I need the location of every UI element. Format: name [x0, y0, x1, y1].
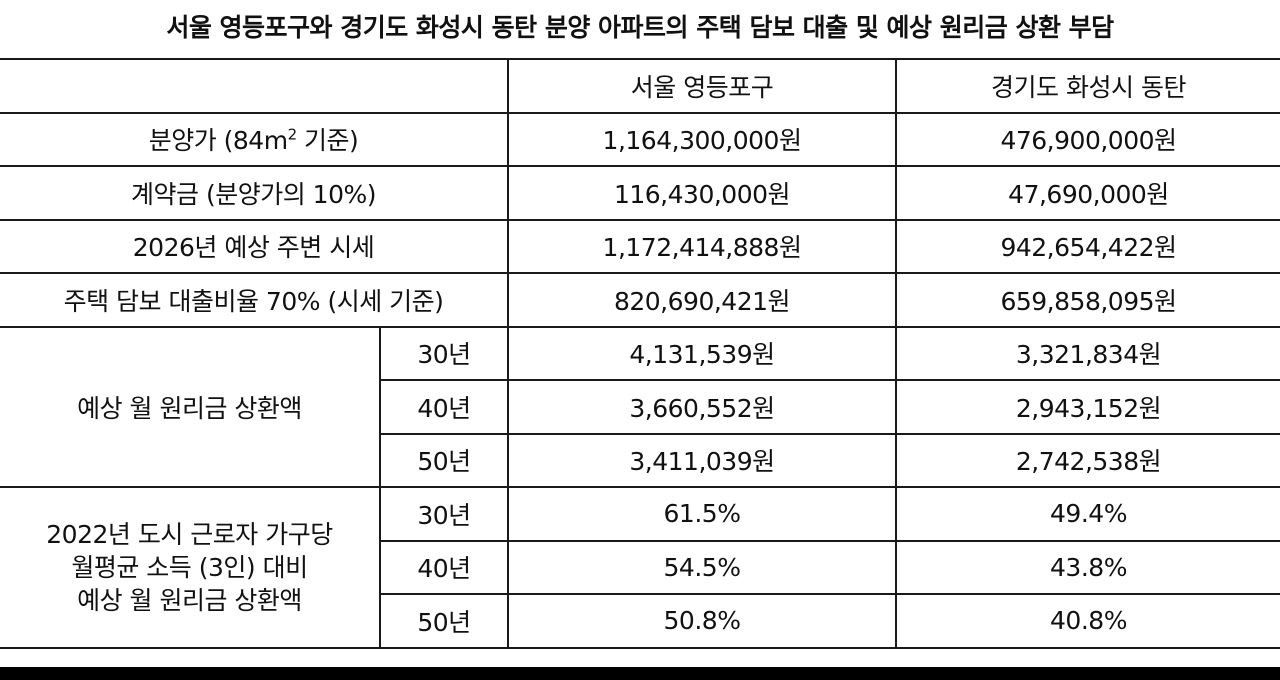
- table-row: 예상 월 원리금 상환액 30년 4,131,539원 3,321,834원: [0, 325, 1280, 488]
- header-row: 서울 영등포구 경기도 화성시 동탄: [0, 58, 1280, 114]
- cell-seoul: 4,131,539원: [507, 325, 896, 381]
- table-title: 서울 영등포구와 경기도 화성시 동탄 분양 아파트의 주택 담보 대출 및 예…: [166, 13, 1114, 42]
- cell-seoul: 61.5%: [507, 486, 896, 542]
- cell-dongtan: 476,900,000원: [895, 111, 1280, 167]
- term-cell: 50년: [379, 593, 508, 649]
- cell-seoul: 54.5%: [507, 539, 896, 595]
- cell-dongtan: 659,858,095원: [895, 272, 1280, 328]
- mortgage-comparison-table: 서울 영등포구 경기도 화성시 동탄 분양가 (84m2 기준) 1,164,3…: [0, 58, 1280, 649]
- term-cell: 30년: [379, 486, 508, 542]
- row-label-mortgage: 주택 담보 대출비율 70% (시세 기준): [0, 272, 508, 328]
- term-cell: 30년: [379, 325, 508, 381]
- cell-seoul: 1,172,414,888원: [507, 218, 896, 274]
- row-label-market-price: 2026년 예상 주변 시세: [0, 218, 508, 274]
- table-row: 주택 담보 대출비율 70% (시세 기준) 820,690,421원 659,…: [0, 272, 1280, 328]
- term-cell: 40년: [379, 539, 508, 595]
- table-row: 40년 54.5% 43.8%: [0, 539, 1280, 595]
- table-row: 2026년 예상 주변 시세 1,172,414,888원 942,654,42…: [0, 218, 1280, 274]
- term-cell: 50년: [379, 432, 508, 488]
- table-row: 40년 3,660,552원 2,943,152원: [0, 379, 1280, 435]
- row-label-monthly-payment: 예상 월 원리금 상환액: [0, 325, 380, 488]
- row-label-sale-price: 분양가 (84m2 기준): [0, 111, 508, 167]
- header-blank-cell: [0, 58, 508, 114]
- table-row: 분양가 (84m2 기준) 1,164,300,000원 476,900,000…: [0, 111, 1280, 167]
- header-dongtan: 경기도 화성시 동탄: [895, 58, 1280, 114]
- cell-seoul: 116,430,000원: [507, 165, 896, 221]
- row-label-income-ratio: 2022년 도시 근로자 가구당 월평균 소득 (3인) 대비 예상 월 원리금…: [0, 486, 380, 649]
- label-text: 기준): [296, 126, 359, 156]
- cell-dongtan: 40.8%: [895, 593, 1280, 649]
- bottom-border-bar: [0, 667, 1280, 680]
- label-line: 월평균 소득 (3인) 대비: [71, 552, 308, 582]
- cell-seoul: 820,690,421원: [507, 272, 896, 328]
- cell-dongtan: 3,321,834원: [895, 325, 1280, 381]
- cell-dongtan: 49.4%: [895, 486, 1280, 542]
- row-label-deposit: 계약금 (분양가의 10%): [0, 165, 508, 221]
- superscript: 2: [287, 125, 298, 144]
- table-row: 50년 3,411,039원 2,742,538원: [0, 432, 1280, 488]
- term-cell: 40년: [379, 379, 508, 435]
- cell-seoul: 1,164,300,000원: [507, 111, 896, 167]
- cell-dongtan: 942,654,422원: [895, 218, 1280, 274]
- cell-dongtan: 2,943,152원: [895, 379, 1280, 435]
- header-seoul: 서울 영등포구: [507, 58, 896, 114]
- label-line: 2022년 도시 근로자 가구당: [46, 519, 333, 549]
- table-row: 계약금 (분양가의 10%) 116,430,000원 47,690,000원: [0, 165, 1280, 221]
- cell-dongtan: 2,742,538원: [895, 432, 1280, 488]
- cell-seoul: 3,660,552원: [507, 379, 896, 435]
- cell-dongtan: 47,690,000원: [895, 165, 1280, 221]
- label-text: 분양가 (84m: [148, 126, 288, 156]
- cell-seoul: 50.8%: [507, 593, 896, 649]
- label-line: 예상 월 원리금 상환액: [77, 585, 302, 615]
- cell-dongtan: 43.8%: [895, 539, 1280, 595]
- table-row: 50년 50.8% 40.8%: [0, 593, 1280, 649]
- cell-seoul: 3,411,039원: [507, 432, 896, 488]
- table-row: 2022년 도시 근로자 가구당 월평균 소득 (3인) 대비 예상 월 원리금…: [0, 486, 1280, 649]
